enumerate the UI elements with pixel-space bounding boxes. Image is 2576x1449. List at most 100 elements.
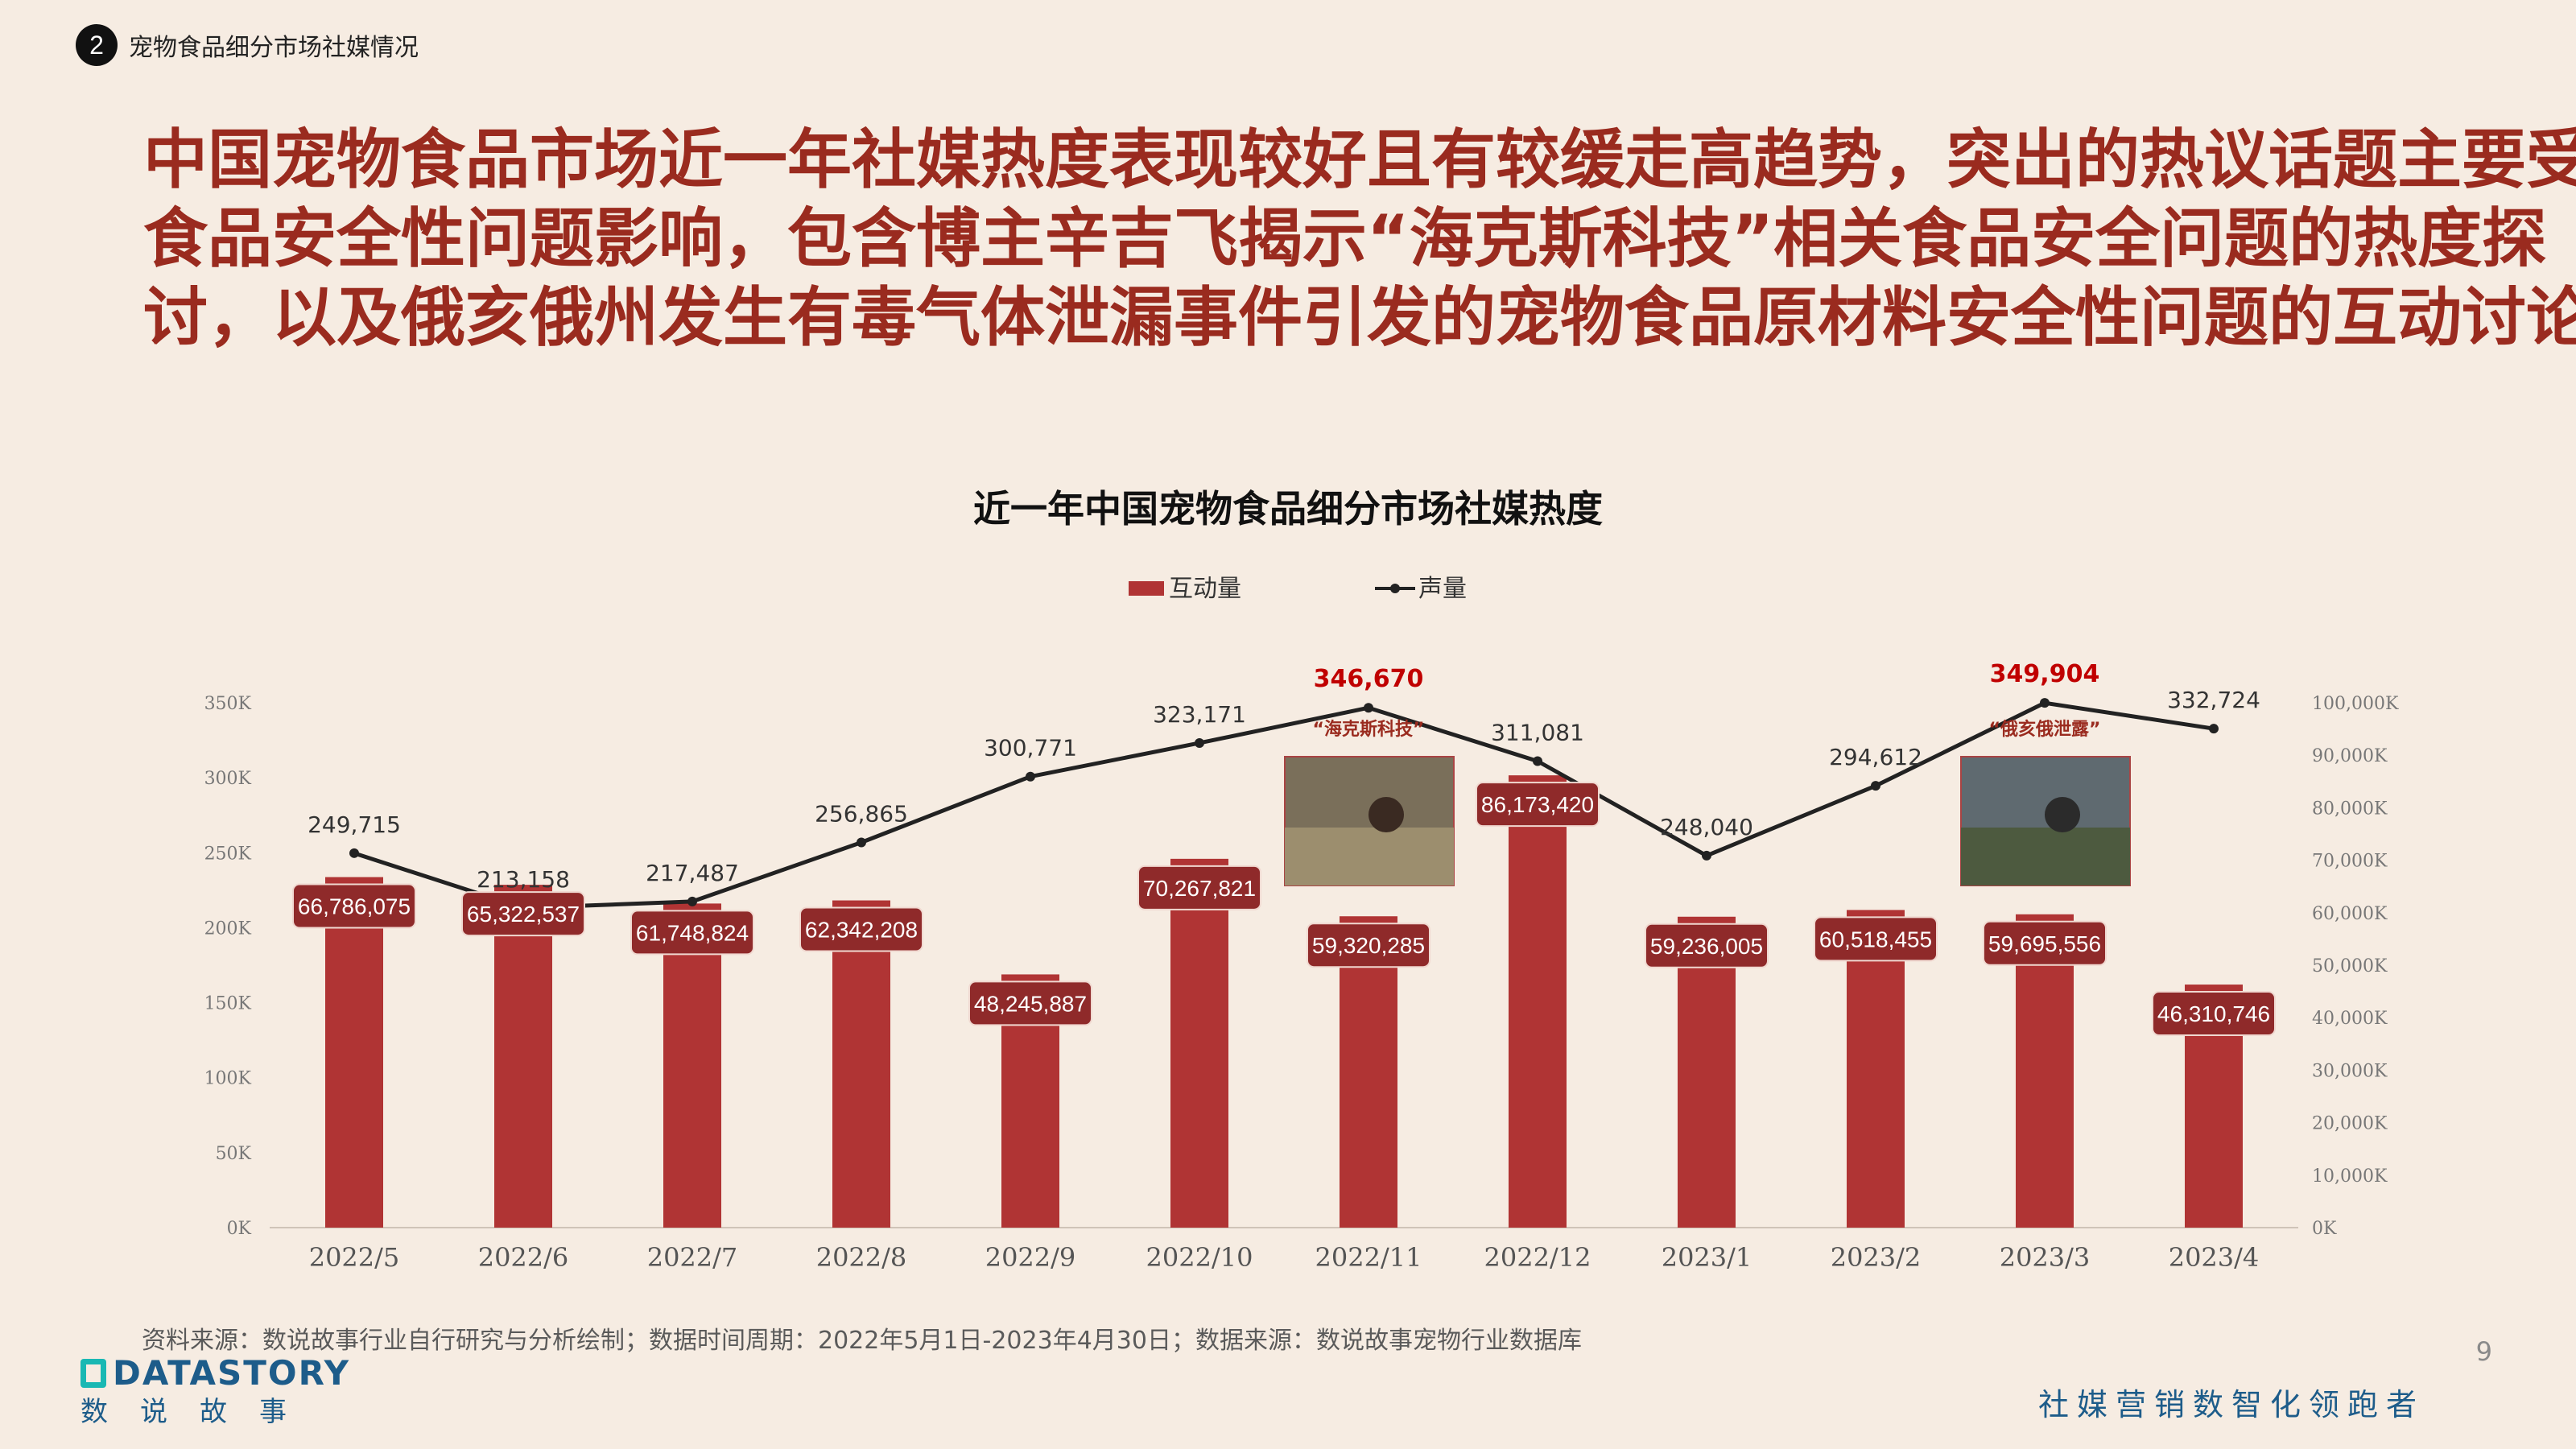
interaction-bar	[1678, 916, 1736, 1228]
y-right-tick-label: 20,000K	[2312, 1114, 2388, 1134]
interaction-value-badge	[1137, 865, 1261, 910]
interaction-data-label: 61,748,824	[636, 920, 749, 945]
interaction-value-badge	[1645, 923, 1769, 968]
legend-swatch-interaction	[1129, 581, 1164, 596]
y-left-tick-label: 150K	[204, 994, 252, 1014]
y-right-tick-label: 90,000K	[2312, 746, 2388, 766]
interaction-value-badge	[799, 906, 923, 952]
volume-point	[857, 837, 866, 848]
interaction-value-badge	[461, 891, 585, 937]
volume-point	[1364, 703, 1373, 713]
y-right-tick-label: 40,000K	[2312, 1009, 2388, 1029]
interaction-bar	[1340, 916, 1397, 1228]
headline-line-2: 食品安全性问题影响，包含博主辛吉飞揭示“海克斯科技”相关食品安全问题的热度探	[143, 201, 2547, 276]
section-label: 宠物食品细分市场社媒情况	[129, 34, 419, 62]
annotation-image-ground	[1285, 828, 1454, 886]
volume-data-label: 249,715	[308, 811, 401, 838]
interaction-data-label: 59,236,005	[1650, 934, 1763, 959]
x-tick-label: 2022/12	[1484, 1242, 1591, 1273]
interaction-value-badge	[1476, 782, 1600, 828]
y-right-tick-label: 60,000K	[2312, 904, 2388, 924]
volume-point	[2209, 724, 2219, 734]
volume-data-label: 217,487	[646, 860, 739, 886]
y-right-tick-label: 0K	[2312, 1219, 2337, 1239]
interaction-value-badge	[292, 883, 416, 929]
logo-chinese: 数说故事	[80, 1396, 319, 1428]
chart-title: 近一年中国宠物食品细分市场社媒热度	[973, 487, 1603, 530]
section-tag: 2 宠物食品细分市场社媒情况	[76, 24, 419, 66]
annotation-image-ground	[1961, 828, 2130, 886]
volume-data-label: 311,081	[1491, 720, 1584, 746]
x-tick-label: 2022/6	[478, 1242, 569, 1273]
headline-line-3: 讨，以及俄亥俄州发生有毒气体泄漏事件引发的宠物食品原材料安全性问题的互动讨论	[143, 280, 2576, 355]
y-left-tick-label: 350K	[204, 694, 252, 714]
page-number: 9	[2475, 1336, 2492, 1367]
volume-data-label: 294,612	[1829, 744, 1922, 770]
volume-point	[1871, 781, 1880, 791]
y-left-tick-label: 50K	[216, 1144, 252, 1164]
interaction-data-label: 70,267,821	[1143, 876, 1256, 901]
section-number-badge: 2	[76, 24, 118, 66]
legend-marker-volume	[1390, 584, 1400, 593]
x-tick-label: 2023/3	[2000, 1242, 2091, 1273]
volume-data-label: 256,865	[815, 800, 908, 827]
volume-point	[349, 848, 359, 858]
x-tick-label: 2023/1	[1662, 1242, 1752, 1273]
slogan: 社媒营销数智化领跑者	[2037, 1387, 2425, 1422]
annotation-image-feature	[2045, 797, 2080, 832]
logo-wordmark: DATASTORY	[80, 1356, 350, 1391]
annotation-caption: “俄亥俄泄露”	[1989, 719, 2101, 740]
interaction-value-badge	[630, 910, 754, 956]
x-tick-label: 2022/7	[647, 1242, 738, 1273]
x-tick-label: 2023/2	[1831, 1242, 1922, 1273]
y-left-tick-label: 300K	[204, 769, 252, 789]
y-left-tick-label: 0K	[227, 1219, 252, 1239]
y-right-tick-label: 10,000K	[2312, 1166, 2388, 1187]
interaction-bar	[325, 877, 383, 1228]
interaction-data-label: 48,245,887	[974, 991, 1087, 1016]
y-right-tick-label: 80,000K	[2312, 799, 2388, 819]
x-tick-label: 2022/11	[1315, 1242, 1422, 1273]
interaction-value-badge	[2152, 991, 2276, 1037]
y-left-tick-label: 100K	[204, 1069, 252, 1089]
y-right-tick-label: 30,000K	[2312, 1061, 2388, 1081]
legend-label-volume: 声量	[1418, 575, 1467, 603]
datastory-logo: DATASTORY 数说故事	[80, 1356, 350, 1428]
x-tick-label: 2022/8	[816, 1242, 907, 1273]
interaction-data-label: 62,342,208	[805, 918, 918, 943]
y-right-tick-label: 100,000K	[2312, 694, 2399, 714]
volume-data-label: 346,670	[1314, 665, 1424, 693]
volume-point	[687, 896, 697, 906]
logo-mark-icon	[80, 1359, 106, 1388]
source-note: 资料来源：数说故事行业自行研究与分析绘制；数据时间周期：2022年5月1日-20…	[142, 1327, 1582, 1355]
interaction-data-label: 59,320,285	[1312, 933, 1425, 958]
interaction-bar	[494, 885, 552, 1228]
legend-label-interaction: 互动量	[1169, 575, 1241, 603]
headline: 中国宠物食品市场近一年社媒热度表现较好且有较缓走高趋势，突出的热议话题主要受 食…	[143, 121, 2576, 357]
interaction-value-badge	[968, 980, 1092, 1026]
annotation-image-feature	[1368, 797, 1404, 832]
logo-english: DATASTORY	[113, 1353, 351, 1393]
volume-point	[2040, 698, 2050, 708]
volume-point	[1195, 737, 1204, 748]
interaction-data-label: 59,695,556	[1988, 931, 2101, 956]
volume-data-label: 300,771	[984, 735, 1077, 762]
volume-line	[353, 700, 2215, 910]
volume-data-label: 323,171	[1153, 701, 1246, 728]
interaction-data-label: 46,310,746	[2157, 1001, 2270, 1026]
interaction-data-label: 66,786,075	[298, 894, 411, 919]
annotation-caption: “海克斯科技”	[1313, 719, 1425, 740]
volume-point	[1026, 771, 1035, 782]
interaction-bar	[1170, 858, 1228, 1228]
y-right-tick-label: 50,000K	[2312, 956, 2388, 976]
interaction-value-badge	[1307, 923, 1430, 968]
volume-point	[1533, 756, 1542, 766]
volume-data-label: 332,724	[2167, 687, 2260, 713]
volume-data-label: 248,040	[1660, 814, 1753, 840]
volume-data-label: 213,158	[477, 866, 570, 893]
x-tick-label: 2023/4	[2169, 1242, 2260, 1273]
interaction-data-label: 65,322,537	[467, 902, 580, 927]
interaction-data-label: 86,173,420	[1481, 792, 1594, 817]
interaction-bar	[2016, 914, 2074, 1228]
